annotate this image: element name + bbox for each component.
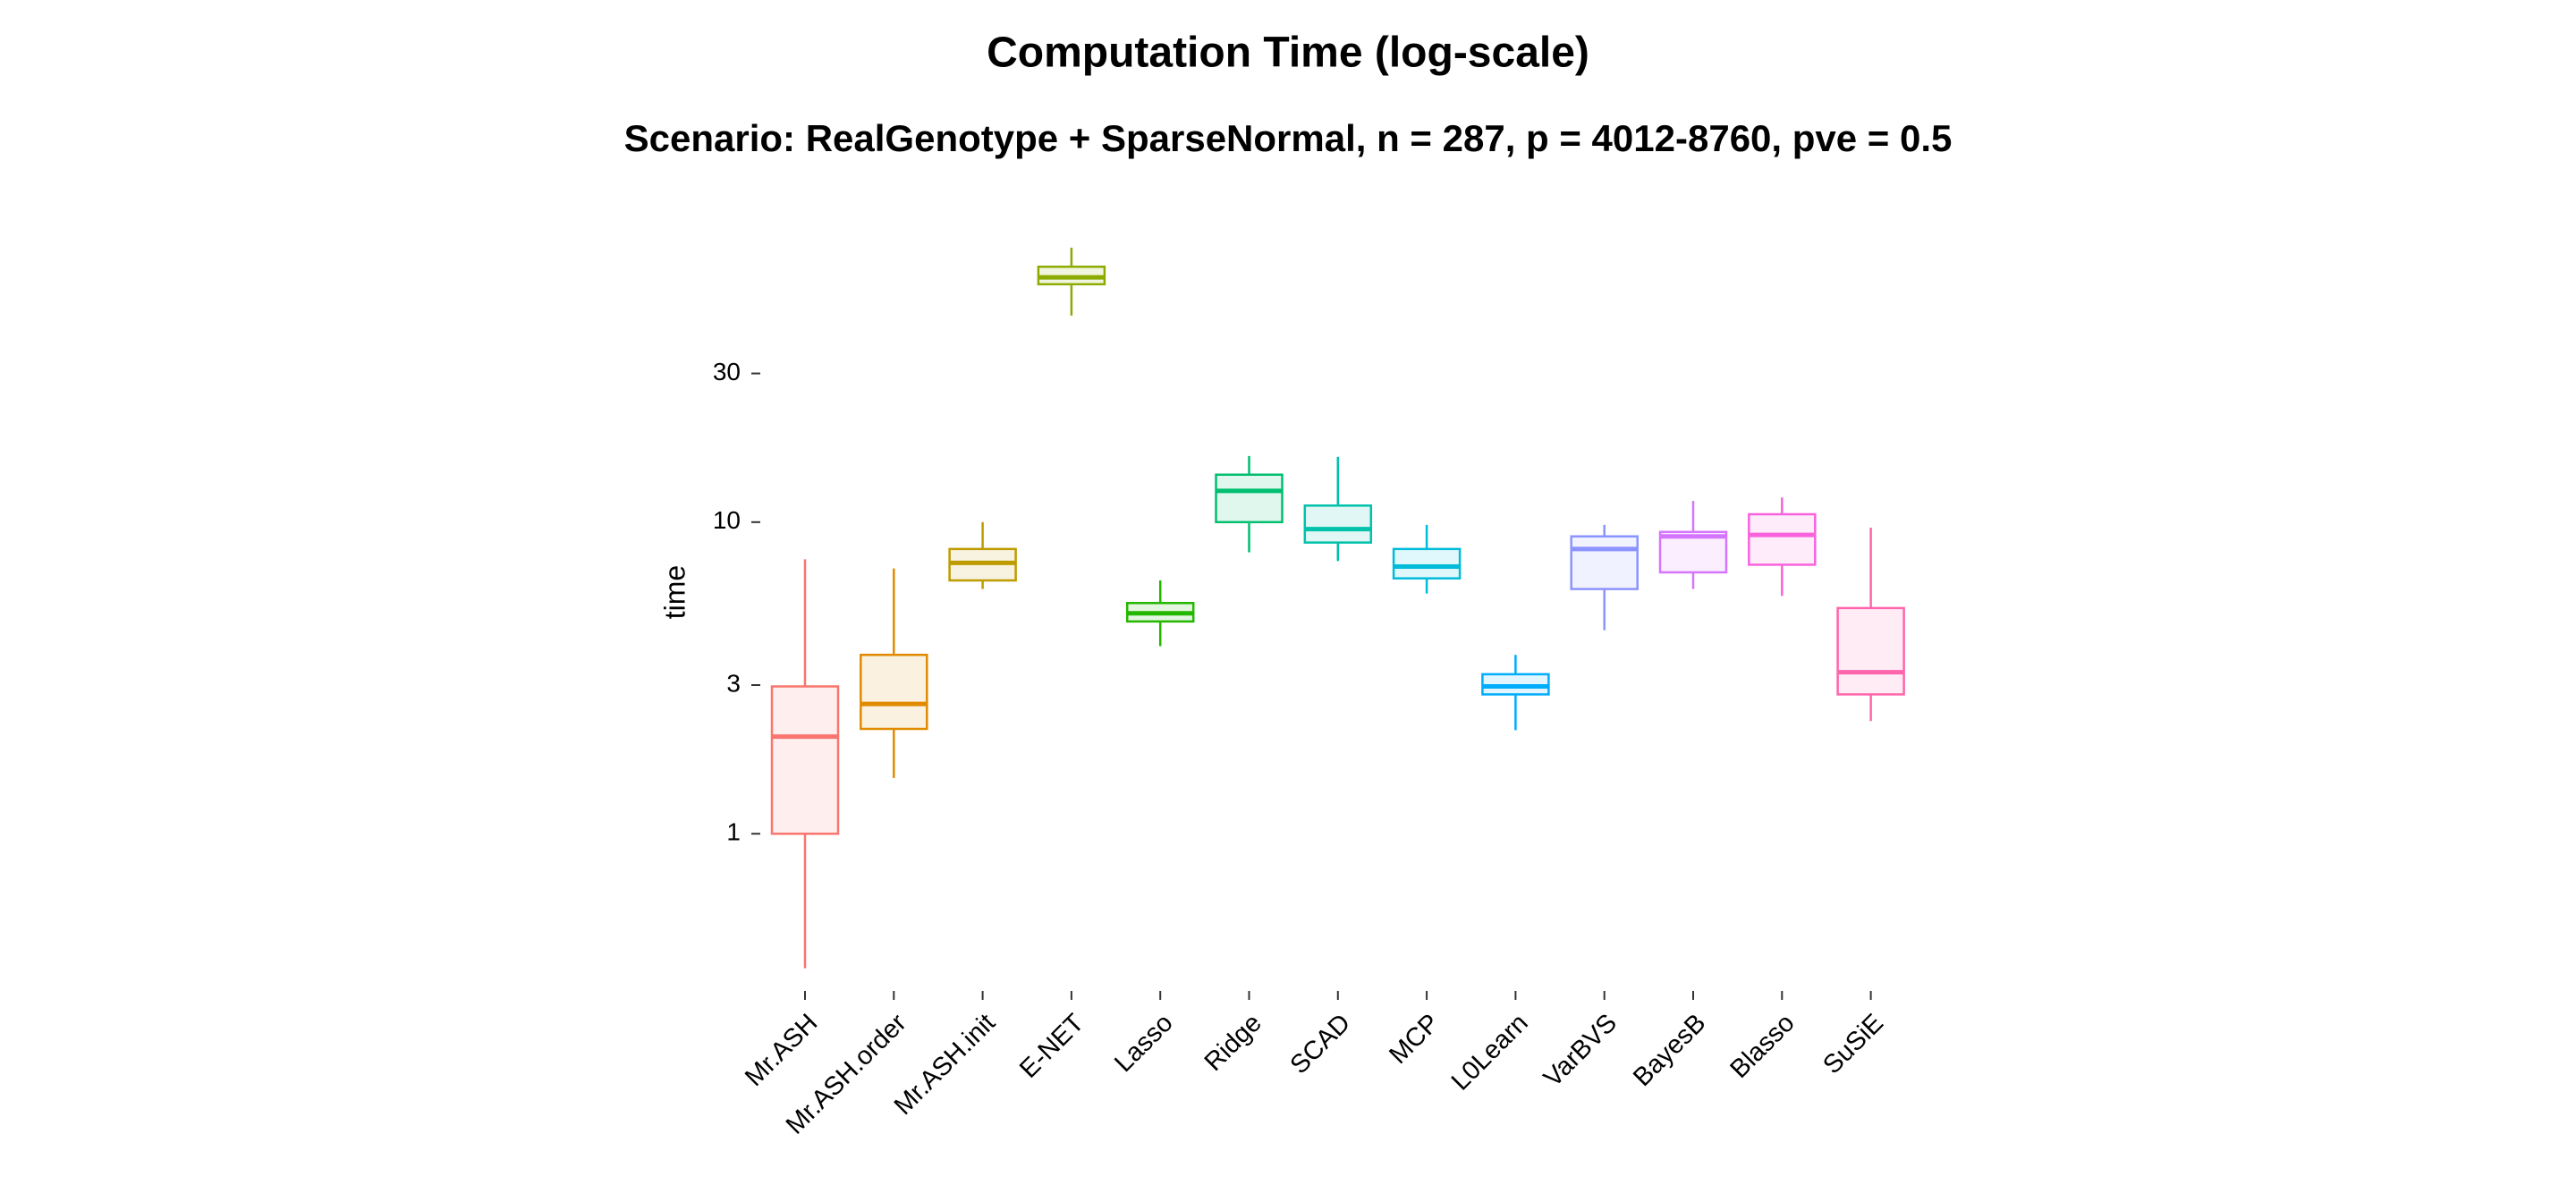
- x-tick-label: Blasso: [1724, 1009, 1800, 1084]
- x-tick-label: VarBVS: [1538, 1009, 1623, 1093]
- y-tick-label: 1: [726, 818, 741, 846]
- x-tick-label: SCAD: [1285, 1009, 1357, 1080]
- box-bayesb: [1658, 501, 1728, 589]
- x-tick-label: E-NET: [1014, 1009, 1089, 1084]
- iqr-box: [1658, 530, 1728, 574]
- box-ridge: [1215, 455, 1284, 553]
- box-lasso: [1125, 580, 1195, 647]
- y-tick-label: 3: [726, 669, 741, 697]
- iqr-box: [860, 653, 928, 731]
- iqr-box: [1392, 547, 1462, 580]
- iqr-box: [1303, 504, 1373, 544]
- box-varbvs: [1570, 524, 1639, 631]
- box-mr-ash: [770, 559, 840, 969]
- x-tick-label: Ridge: [1199, 1009, 1267, 1077]
- iqr-box: [1836, 606, 1905, 696]
- y-axis: 1 3 10 30: [713, 358, 760, 846]
- x-tick-label: L0Learn: [1446, 1009, 1534, 1096]
- x-tick-label: BayesB: [1628, 1009, 1711, 1092]
- box-blasso: [1748, 497, 1817, 597]
- box-mcp: [1392, 524, 1462, 594]
- x-tick-label: Lasso: [1109, 1009, 1178, 1078]
- box-mr-ash-order: [860, 568, 928, 778]
- x-tick-label: Mr.ASH: [740, 1009, 823, 1092]
- iqr-box: [1748, 512, 1817, 566]
- chart-title: Computation Time (log-scale): [987, 30, 1589, 77]
- box-l0learn: [1481, 655, 1550, 731]
- iqr-box: [1215, 473, 1284, 524]
- x-tick-label: SuSiE: [1818, 1009, 1889, 1080]
- y-axis-label: time: [658, 565, 691, 619]
- iqr-box: [1570, 535, 1639, 590]
- box-mr-ash-init: [948, 521, 1017, 589]
- box-scad: [1303, 456, 1373, 562]
- chart-subtitle: Scenario: RealGenotype + SparseNormal, n…: [624, 117, 1953, 159]
- y-tick-label: 30: [713, 358, 741, 385]
- plot-area: [770, 247, 1905, 969]
- iqr-box: [770, 685, 840, 835]
- x-tick-label: MCP: [1384, 1009, 1445, 1070]
- box-susie: [1836, 527, 1905, 722]
- box-e-net: [1037, 247, 1106, 316]
- y-tick-label: 10: [713, 506, 741, 534]
